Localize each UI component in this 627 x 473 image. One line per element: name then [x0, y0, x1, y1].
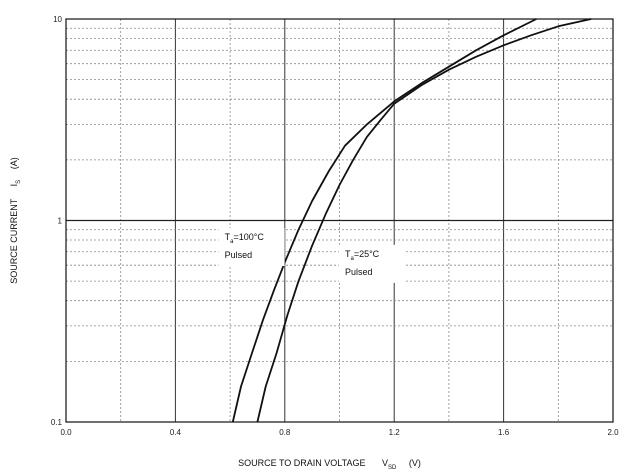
x-tick-label: 0.8 [279, 428, 291, 437]
x-tick-label: 2.0 [607, 428, 619, 437]
y-tick-label: 10 [53, 15, 62, 24]
annotation-line-2: Pulsed [225, 250, 253, 260]
x-axis-subscript: SD [388, 465, 397, 471]
x-tick-label: 1.6 [498, 428, 510, 437]
y-tick-label: 0.1 [51, 418, 63, 427]
y-tick-labels: 0.1 1 10 [51, 15, 63, 427]
y-axis-unit: (A) [9, 157, 19, 169]
x-tick-labels: 0.0 0.4 0.8 1.2 1.6 2.0 [60, 428, 619, 437]
y-axis-label-text: SOURCE CURRENT [9, 198, 19, 284]
annotation-line-2: Pulsed [345, 267, 373, 277]
x-tick-label: 0.4 [170, 428, 182, 437]
x-tick-label: 1.2 [389, 428, 401, 437]
y-axis-subscript: S [16, 180, 22, 184]
x-tick-label: 0.0 [60, 428, 72, 437]
y-tick-label: 1 [58, 217, 63, 226]
grid [66, 19, 613, 422]
annotation-text: =100°C [233, 232, 264, 242]
annotation-text: =25°C [354, 249, 380, 259]
y-axis-label: SOURCE CURRENT IS (A) [9, 157, 22, 283]
x-axis-label: SOURCE TO DRAIN VOLTAGE VSD (V) [238, 458, 421, 471]
x-axis-label-text: SOURCE TO DRAIN VOLTAGE [238, 458, 365, 468]
x-axis-unit: (V) [409, 458, 421, 468]
